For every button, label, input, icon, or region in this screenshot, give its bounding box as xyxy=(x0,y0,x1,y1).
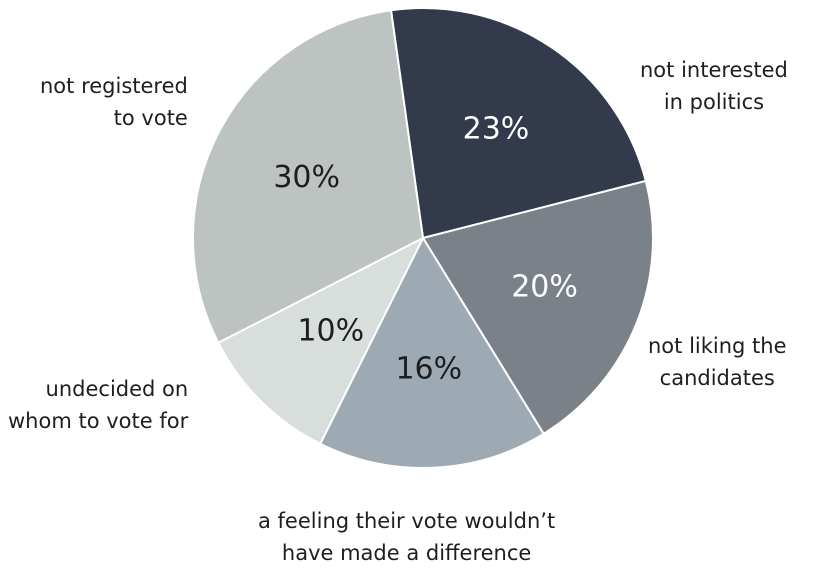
pie-slice-3 xyxy=(217,237,424,445)
pie-value-label-0: 23% xyxy=(463,112,530,147)
label-not-liking-candidates: not liking the candidates xyxy=(648,334,787,390)
label-undecided: undecided on whom to vote for xyxy=(8,377,189,433)
label-not-interested: not interested in politics xyxy=(640,58,788,114)
pie-value-label-2: 16% xyxy=(395,351,462,386)
pie-value-label-1: 20% xyxy=(511,270,578,305)
pie-slice-1 xyxy=(422,179,654,435)
pie-value-label-3: 10% xyxy=(297,314,364,349)
label-vote-no-difference: a feeling their vote wouldn’t have made … xyxy=(258,509,556,565)
label-not-registered: not registered to vote xyxy=(40,74,188,130)
pie-slice-2 xyxy=(319,237,545,469)
pie-value-label-4: 30% xyxy=(273,160,340,195)
pie-slice-0 xyxy=(389,7,647,239)
pie-slice-4 xyxy=(192,9,424,344)
